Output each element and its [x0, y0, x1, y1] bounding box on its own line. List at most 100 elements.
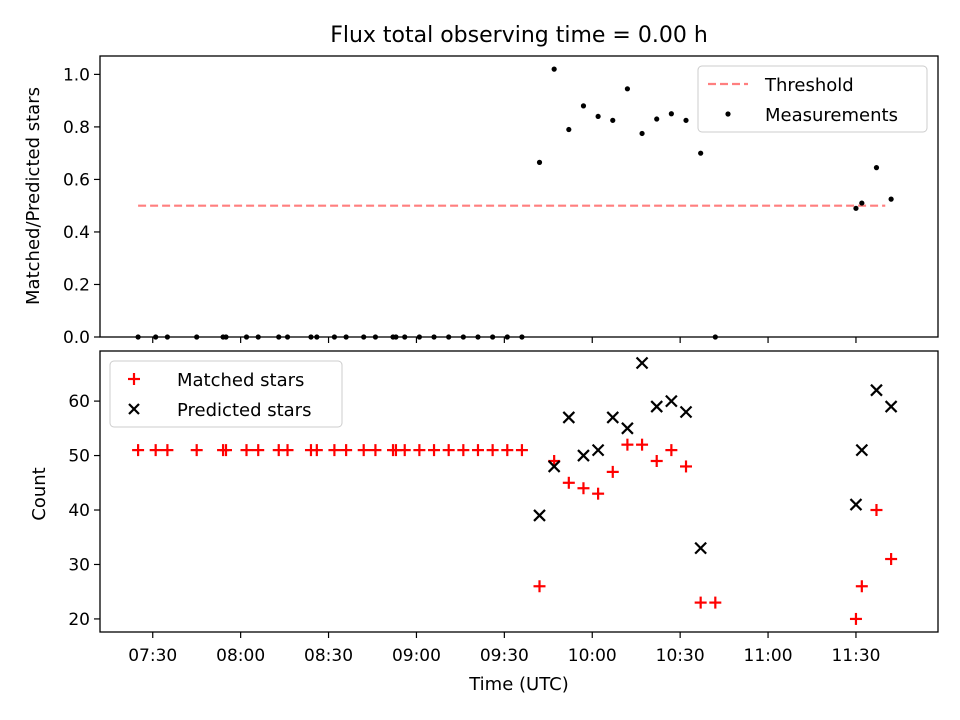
legend-predicted-swatch	[128, 403, 140, 415]
matched-star-point	[281, 444, 294, 457]
bottom-xtick-label: 10:00	[568, 646, 617, 666]
bottom-legend-frame	[109, 360, 343, 428]
top-y-axis-label: Matched/Predicted stars	[23, 87, 44, 305]
measurement-point	[580, 103, 587, 109]
predicted-star-point	[533, 509, 546, 522]
measurement-point	[416, 334, 422, 340]
top-axes-frame	[99, 55, 939, 338]
top-data-marks	[135, 66, 894, 340]
top-ytick-label: 0.4	[63, 223, 90, 243]
matched-star-point	[592, 487, 605, 500]
measurement-point	[446, 334, 452, 340]
predicted-star-point	[635, 356, 649, 370]
matched-star-point	[533, 580, 546, 593]
bottom-ytick-label: 30	[68, 555, 90, 575]
bottom-ytick-label: 50	[68, 447, 90, 467]
matched-star-point	[501, 444, 514, 457]
matched-star-point	[694, 596, 707, 609]
measurement-point	[683, 117, 689, 123]
matched-star-point	[486, 444, 499, 457]
measurement-point	[255, 334, 261, 340]
predicted-star-point	[884, 400, 898, 413]
bottom-ytick-label: 60	[68, 392, 90, 412]
matched-star-point	[149, 444, 162, 457]
predicted-star-point	[577, 449, 590, 462]
legend-matched-label: Matched stars	[177, 370, 304, 391]
measurement-point	[460, 334, 466, 340]
measurement-point	[153, 334, 159, 340]
top-ytick-label: 0.6	[63, 170, 90, 190]
predicted-star-point	[591, 443, 605, 457]
matched-star-point	[855, 580, 868, 593]
measurement-point	[504, 334, 510, 340]
measurement-point	[243, 334, 250, 340]
matched-star-point	[709, 596, 722, 609]
measurement-point	[873, 165, 880, 171]
predicted-star-point	[650, 400, 663, 413]
bottom-xtick-label: 08:30	[304, 646, 353, 666]
measurement-point	[610, 117, 616, 123]
matched-star-point	[870, 504, 883, 517]
measurement-point	[361, 334, 367, 340]
measurement-point	[393, 334, 399, 340]
bottom-xtick-label: 07:30	[128, 646, 177, 666]
matched-star-point	[369, 444, 382, 457]
bottom-ytick-label: 40	[68, 501, 90, 521]
matched-star-point	[340, 444, 353, 457]
predicted-star-point	[679, 405, 693, 419]
matched-star-point	[219, 444, 232, 457]
matched-star-point	[515, 444, 528, 457]
bottom-xtick-label: 11:00	[744, 646, 793, 666]
matched-star-point	[413, 444, 426, 457]
bottom-data-marks	[132, 356, 898, 625]
predicted-star-point	[849, 498, 863, 511]
predicted-star-point	[665, 394, 678, 408]
measurement-point	[595, 113, 601, 120]
predicted-star-point	[855, 443, 869, 457]
matched-star-point	[606, 465, 619, 478]
matched-star-point	[665, 444, 678, 457]
top-ytick-label: 1.0	[63, 65, 90, 85]
matched-star-point	[398, 444, 411, 457]
matched-star-point	[190, 444, 203, 457]
matched-star-point	[161, 444, 174, 457]
measurement-point	[853, 205, 859, 211]
bottom-x-axis-ticks: 07:30 08:00 08:30 09:00 09:30 10:00 10:30 11:00…	[128, 632, 880, 666]
measurement-point	[314, 334, 320, 340]
measurement-point	[654, 116, 660, 122]
measurement-point	[475, 334, 481, 340]
measurement-point	[343, 334, 349, 340]
measurement-point	[519, 334, 525, 340]
matched-star-point	[132, 444, 145, 457]
matched-star-point	[428, 444, 441, 457]
bottom-xtick-label: 09:00	[392, 646, 441, 666]
bottom-axes-frame	[99, 350, 939, 633]
matched-star-point	[328, 444, 341, 457]
legend-matched-swatch	[128, 373, 140, 385]
bottom-xtick-label: 10:30	[656, 646, 705, 666]
matched-star-point	[471, 444, 484, 457]
matched-star-point	[457, 444, 470, 457]
predicted-star-point	[606, 411, 620, 424]
measurement-point	[551, 66, 557, 72]
measurement-point	[276, 334, 282, 340]
measurement-point	[859, 200, 865, 206]
predicted-star-point	[562, 411, 576, 424]
top-legend: Threshold Measurements	[697, 65, 928, 133]
bottom-legend: Matched stars Predicted stars	[109, 360, 343, 428]
bottom-y-axis-label: Count	[29, 467, 50, 520]
predicted-star-point	[547, 460, 561, 473]
top-plot-area: 0.0 0.2 0.4 0.6 0.8 1.0	[63, 55, 939, 348]
legend-measurements-swatch	[725, 111, 731, 117]
matched-star-point	[680, 460, 693, 473]
top-ytick-label: 0.8	[63, 118, 90, 138]
bottom-ytick-label: 20	[68, 610, 90, 630]
measurement-point	[639, 130, 645, 137]
measurement-point	[164, 334, 170, 340]
legend-measurements-label: Measurements	[765, 105, 898, 126]
top-ytick-label: 0.2	[63, 275, 90, 295]
measurement-point	[308, 334, 314, 340]
legend-predicted-label: Predicted stars	[177, 400, 311, 421]
measurement-point	[566, 126, 572, 133]
